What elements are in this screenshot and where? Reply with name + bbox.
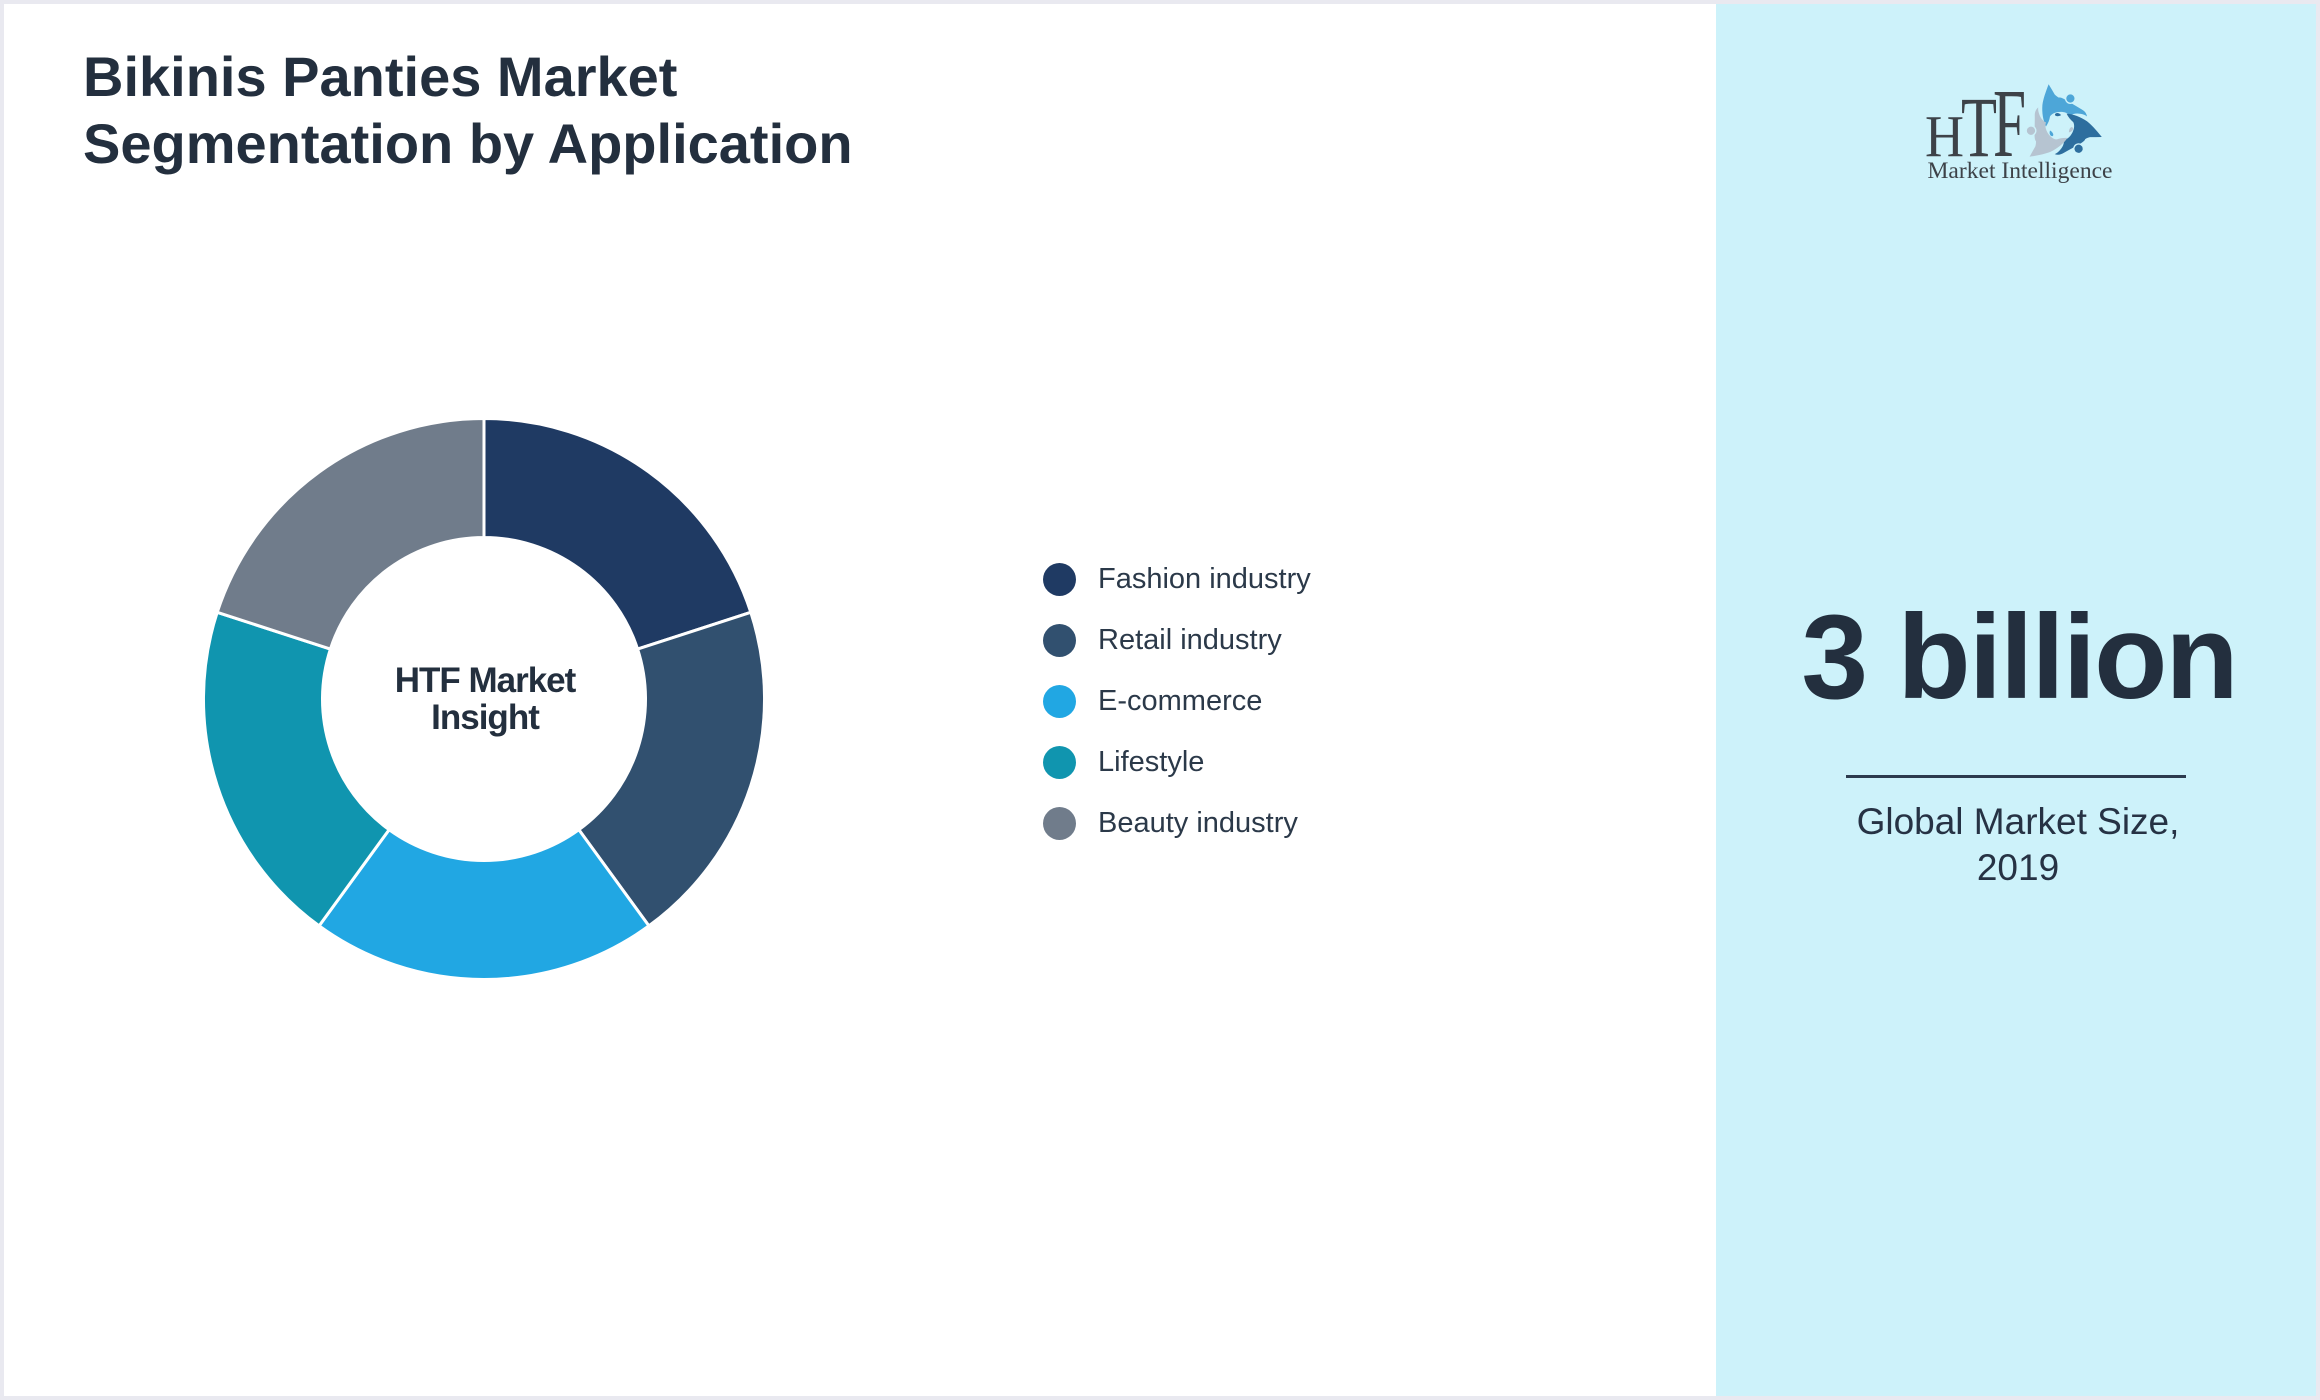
svg-text:Market Intelligence: Market Intelligence <box>1928 158 2113 183</box>
svg-text:F: F <box>1993 80 2026 177</box>
svg-text:H: H <box>1925 103 1964 169</box>
svg-text:T: T <box>1961 80 1997 175</box>
